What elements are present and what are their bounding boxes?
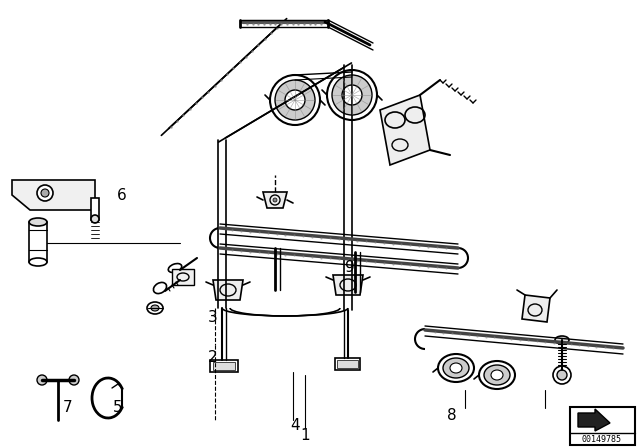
Ellipse shape [491,370,503,380]
Bar [172,269,194,285]
Ellipse shape [37,185,53,201]
Ellipse shape [151,305,159,311]
Text: 6: 6 [117,188,127,202]
Text: 3: 3 [208,310,218,326]
Polygon shape [380,95,430,165]
Polygon shape [578,409,610,431]
Ellipse shape [69,375,79,385]
Bar [91,198,99,220]
Polygon shape [522,295,550,322]
Text: 4: 4 [290,418,300,432]
Ellipse shape [270,75,320,125]
Polygon shape [213,280,243,300]
Ellipse shape [285,90,305,110]
Ellipse shape [41,189,49,197]
Polygon shape [333,275,363,295]
Ellipse shape [438,354,474,382]
Text: 9: 9 [345,260,355,276]
Polygon shape [337,360,358,368]
Ellipse shape [555,336,569,344]
Bar [570,407,635,445]
Ellipse shape [484,365,510,385]
Ellipse shape [29,218,47,226]
Ellipse shape [273,198,277,202]
Ellipse shape [557,370,567,380]
Ellipse shape [37,375,47,385]
Text: 7: 7 [63,400,73,414]
Ellipse shape [342,85,362,105]
Polygon shape [263,192,287,208]
Text: 8: 8 [447,408,457,422]
Ellipse shape [91,215,99,223]
Text: 2: 2 [208,350,218,366]
Text: 5: 5 [113,400,123,414]
Polygon shape [12,180,95,210]
Text: 00149785: 00149785 [582,435,622,444]
Ellipse shape [553,366,571,384]
Ellipse shape [275,80,315,120]
Ellipse shape [450,363,462,373]
Ellipse shape [332,75,372,115]
Ellipse shape [29,258,47,266]
Ellipse shape [147,302,163,314]
Polygon shape [213,362,235,370]
Ellipse shape [443,358,469,378]
Text: 1: 1 [300,427,310,443]
Ellipse shape [327,70,377,120]
Ellipse shape [479,361,515,389]
